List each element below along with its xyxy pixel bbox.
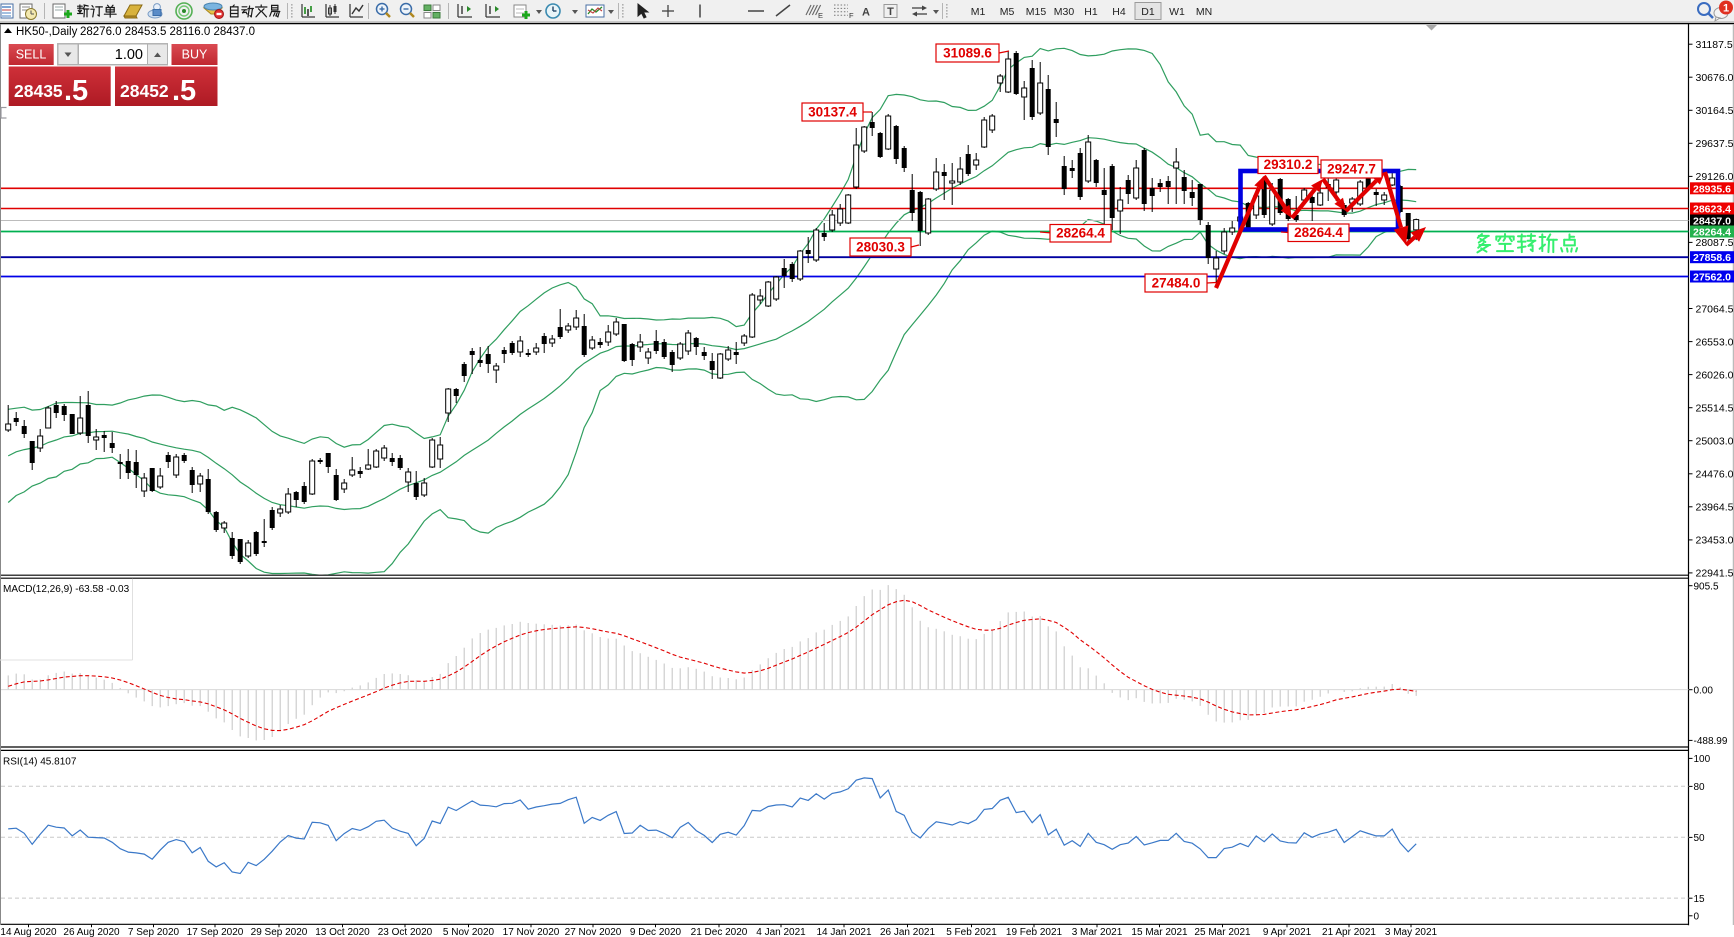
svg-text:28030.3: 28030.3 xyxy=(856,240,905,255)
svg-text:26553.0: 26553.0 xyxy=(1696,336,1734,348)
svg-text:15: 15 xyxy=(1694,894,1706,905)
svg-text:SELL: SELL xyxy=(16,48,47,62)
svg-text:-488.99: -488.99 xyxy=(1694,736,1728,747)
svg-text:27 Nov 2020: 27 Nov 2020 xyxy=(565,927,622,937)
svg-text:5 Feb 2021: 5 Feb 2021 xyxy=(946,927,997,937)
svg-text:9 Dec 2020: 9 Dec 2020 xyxy=(630,927,682,937)
svg-text:17 Nov 2020: 17 Nov 2020 xyxy=(503,927,560,937)
svg-text:29247.7: 29247.7 xyxy=(1327,162,1376,177)
svg-text:13 Oct 2020: 13 Oct 2020 xyxy=(315,927,370,937)
svg-text:22941.5: 22941.5 xyxy=(1696,568,1734,580)
svg-text:29310.2: 29310.2 xyxy=(1264,157,1313,172)
svg-text:23453.0: 23453.0 xyxy=(1696,535,1734,547)
svg-text:26026.0: 26026.0 xyxy=(1696,369,1734,381)
svg-text:17 Sep 2020: 17 Sep 2020 xyxy=(187,927,244,937)
svg-text:M30: M30 xyxy=(1054,6,1075,18)
svg-text:T: T xyxy=(887,6,894,18)
svg-text:19 Feb 2021: 19 Feb 2021 xyxy=(1006,927,1063,937)
svg-text:1.00: 1.00 xyxy=(115,47,143,63)
svg-text:28264.4: 28264.4 xyxy=(1056,226,1105,241)
svg-text:26 Jan 2021: 26 Jan 2021 xyxy=(880,927,935,937)
svg-text:5 Nov 2020: 5 Nov 2020 xyxy=(443,927,495,937)
svg-text:21 Dec 2020: 21 Dec 2020 xyxy=(691,927,748,937)
svg-text:BUY: BUY xyxy=(182,48,208,62)
svg-text:27484.0: 27484.0 xyxy=(1152,276,1201,291)
svg-text:23964.5: 23964.5 xyxy=(1696,502,1734,514)
svg-text:28623.4: 28623.4 xyxy=(1693,204,1731,216)
svg-text:0: 0 xyxy=(1694,911,1700,922)
svg-text:30676.0: 30676.0 xyxy=(1696,72,1734,84)
svg-text:28087.5: 28087.5 xyxy=(1696,237,1734,249)
svg-text:.5: .5 xyxy=(64,75,88,107)
svg-text:29637.5: 29637.5 xyxy=(1696,138,1734,150)
svg-text:28264.4: 28264.4 xyxy=(1693,227,1731,239)
svg-text:80: 80 xyxy=(1694,782,1706,793)
svg-text:28435: 28435 xyxy=(14,81,63,101)
svg-text:26 Aug 2020: 26 Aug 2020 xyxy=(63,927,120,937)
svg-text:30164.5: 30164.5 xyxy=(1696,105,1734,117)
svg-text:H1: H1 xyxy=(1084,6,1098,18)
svg-text:M15: M15 xyxy=(1026,6,1047,18)
svg-text:M1: M1 xyxy=(971,6,986,18)
svg-text:100: 100 xyxy=(1694,754,1711,765)
svg-text:A: A xyxy=(862,7,870,19)
svg-text:25 Mar 2021: 25 Mar 2021 xyxy=(1194,927,1251,937)
svg-text:23 Oct 2020: 23 Oct 2020 xyxy=(378,927,433,937)
svg-text:28276.0 28453.5 28116.0 28437.: 28276.0 28453.5 28116.0 28437.0 xyxy=(80,26,255,38)
svg-text:M5: M5 xyxy=(1000,6,1015,18)
svg-text:24476.0: 24476.0 xyxy=(1696,469,1734,481)
svg-text:HK50-,Daily: HK50-,Daily xyxy=(16,26,78,38)
svg-text:7 Sep 2020: 7 Sep 2020 xyxy=(128,927,180,937)
svg-text:0.00: 0.00 xyxy=(1694,685,1714,696)
svg-text:29126.0: 29126.0 xyxy=(1696,171,1734,183)
svg-text:25003.0: 25003.0 xyxy=(1696,436,1734,448)
svg-text:31187.5: 31187.5 xyxy=(1696,39,1733,51)
svg-text:21 Apr 2021: 21 Apr 2021 xyxy=(1322,927,1376,937)
svg-text:28452: 28452 xyxy=(120,81,169,101)
svg-text:3 May 2021: 3 May 2021 xyxy=(1385,927,1438,937)
svg-text:31089.6: 31089.6 xyxy=(943,46,992,61)
svg-text:15 Mar 2021: 15 Mar 2021 xyxy=(1131,927,1188,937)
svg-text:30137.4: 30137.4 xyxy=(808,105,857,120)
svg-text:MACD(12,26,9) -63.58 -0.03: MACD(12,26,9) -63.58 -0.03 xyxy=(3,584,130,595)
svg-text:.5: .5 xyxy=(172,75,196,107)
svg-text:28437.0: 28437.0 xyxy=(1693,216,1731,228)
svg-text:27064.5: 27064.5 xyxy=(1696,303,1734,315)
svg-text:14 Aug 2020: 14 Aug 2020 xyxy=(0,927,57,937)
svg-text:MN: MN xyxy=(1196,6,1212,18)
svg-text:27562.0: 27562.0 xyxy=(1693,272,1731,284)
svg-text:905.5: 905.5 xyxy=(1694,581,1719,592)
svg-text:RSI(14) 45.8107: RSI(14) 45.8107 xyxy=(3,757,77,768)
svg-text:E: E xyxy=(818,11,823,20)
svg-text:4 Jan 2021: 4 Jan 2021 xyxy=(756,927,806,937)
svg-text:9 Apr 2021: 9 Apr 2021 xyxy=(1263,927,1312,937)
svg-text:28935.6: 28935.6 xyxy=(1693,183,1731,195)
svg-text:29 Sep 2020: 29 Sep 2020 xyxy=(251,927,308,937)
svg-text:50: 50 xyxy=(1694,833,1706,844)
svg-text:F: F xyxy=(849,11,854,20)
svg-text:W1: W1 xyxy=(1169,6,1185,18)
svg-text:27858.6: 27858.6 xyxy=(1693,252,1731,264)
svg-text:H4: H4 xyxy=(1112,6,1126,18)
svg-text:14 Jan 2021: 14 Jan 2021 xyxy=(816,927,871,937)
svg-text:D1: D1 xyxy=(1141,6,1155,18)
svg-text:1: 1 xyxy=(1723,3,1729,15)
svg-text:25514.5: 25514.5 xyxy=(1696,403,1734,415)
svg-text:3 Mar 2021: 3 Mar 2021 xyxy=(1072,927,1123,937)
svg-text:28264.4: 28264.4 xyxy=(1294,225,1343,240)
